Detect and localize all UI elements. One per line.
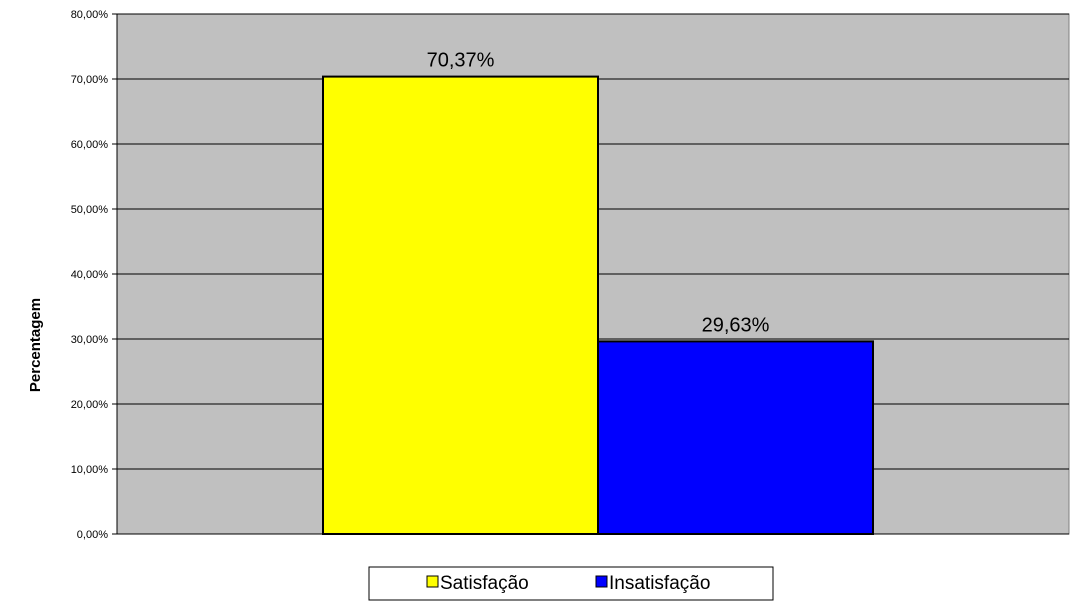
bar-satisfacao xyxy=(322,75,599,535)
y-axis-title: Percentagem xyxy=(27,298,44,392)
data-label: 70,37% xyxy=(427,50,495,72)
y-tick-label: 80,00% xyxy=(71,9,109,21)
bars xyxy=(322,75,874,535)
y-tick-label: 40,00% xyxy=(71,269,109,281)
y-tick-label: 20,00% xyxy=(71,399,109,411)
y-tick-label: 30,00% xyxy=(71,334,109,346)
legend-swatch xyxy=(426,575,439,588)
legend-swatch xyxy=(595,575,608,588)
y-tick-label: 0,00% xyxy=(77,529,108,541)
data-label: 29,63% xyxy=(702,314,770,336)
legend-entry: Insatisfação xyxy=(609,573,710,594)
y-tick-label: 70,00% xyxy=(71,74,109,86)
y-tick-label: 50,00% xyxy=(71,204,109,216)
legend-entry: Satisfação xyxy=(440,573,529,594)
y-tick-label: 60,00% xyxy=(71,139,109,151)
legend: Satisfação Insatisfação xyxy=(368,566,774,601)
y-tick-label: 10,00% xyxy=(71,464,109,476)
bar-insatisfacao xyxy=(597,340,874,535)
data-labels: 70,37% 29,63% xyxy=(427,50,770,337)
